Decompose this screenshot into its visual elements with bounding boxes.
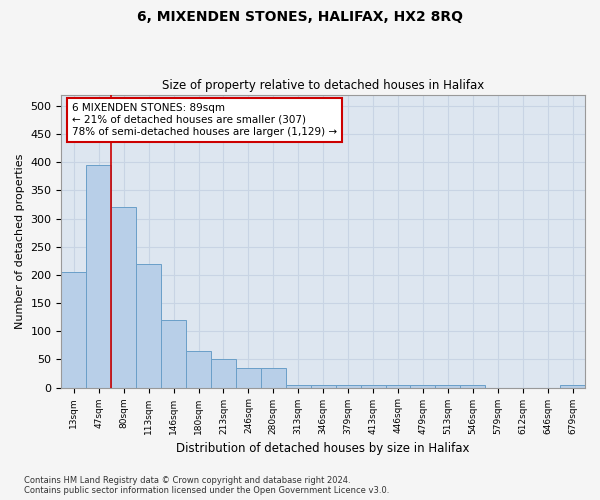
Bar xyxy=(311,385,335,388)
Bar xyxy=(61,272,86,388)
X-axis label: Distribution of detached houses by size in Halifax: Distribution of detached houses by size … xyxy=(176,442,470,455)
Bar xyxy=(211,360,236,388)
Bar xyxy=(460,385,485,388)
Y-axis label: Number of detached properties: Number of detached properties xyxy=(15,154,25,329)
Bar xyxy=(186,351,211,388)
Text: 6 MIXENDEN STONES: 89sqm
← 21% of detached houses are smaller (307)
78% of semi-: 6 MIXENDEN STONES: 89sqm ← 21% of detach… xyxy=(72,104,337,136)
Text: Contains HM Land Registry data © Crown copyright and database right 2024.
Contai: Contains HM Land Registry data © Crown c… xyxy=(24,476,389,495)
Bar xyxy=(436,385,460,388)
Bar xyxy=(236,368,261,388)
Bar xyxy=(161,320,186,388)
Bar xyxy=(86,165,111,388)
Bar xyxy=(335,385,361,388)
Bar xyxy=(361,385,386,388)
Bar xyxy=(386,385,410,388)
Title: Size of property relative to detached houses in Halifax: Size of property relative to detached ho… xyxy=(162,79,484,92)
Bar xyxy=(410,385,436,388)
Bar xyxy=(560,385,585,388)
Bar xyxy=(136,264,161,388)
Bar xyxy=(261,368,286,388)
Text: 6, MIXENDEN STONES, HALIFAX, HX2 8RQ: 6, MIXENDEN STONES, HALIFAX, HX2 8RQ xyxy=(137,10,463,24)
Bar xyxy=(111,208,136,388)
Bar xyxy=(286,385,311,388)
